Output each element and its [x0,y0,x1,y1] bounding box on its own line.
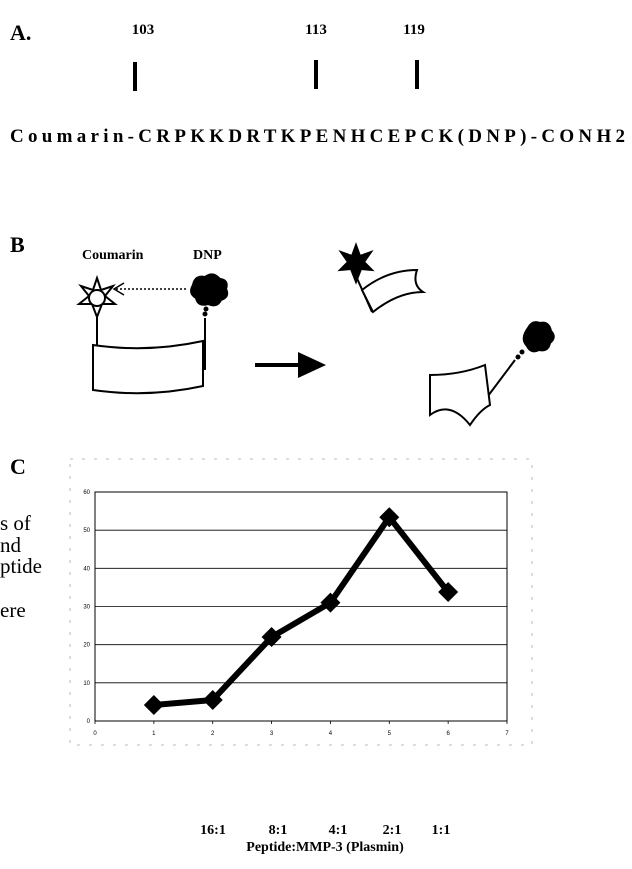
x-tick-label: 3 [270,731,274,737]
position-label: 113 [305,22,327,38]
x-tick-label: 4 [329,731,333,737]
background-text: s of [0,511,31,535]
panel-label: B [10,232,25,257]
background-text: ptide [0,554,42,578]
background-text: ere [0,598,26,622]
panel-label: C [10,454,26,479]
quencher-label: DNP [193,248,222,263]
x-tick-label: 1 [152,731,156,737]
position-label: 119 [403,22,425,38]
y-tick-label: 40 [83,566,90,572]
y-tick-label: 50 [83,528,90,534]
ratio-label: 4:1 [329,823,348,838]
cleaved-fragments [340,245,554,425]
y-tick-label: 20 [83,643,90,649]
donor-label: Coumarin [82,248,144,263]
x-axis-label: Peptide:MMP-3 (Plasmin) [246,840,404,855]
ratio-label: 8:1 [269,823,288,838]
x-tick-label: 2 [211,731,215,737]
panel-label: A. [10,20,31,45]
y-tick-label: 30 [83,605,90,611]
ratio-label: 1:1 [432,823,451,838]
ratio-label: 2:1 [383,823,402,838]
y-tick-label: 10 [83,681,90,687]
position-label: 103 [132,22,155,38]
x-tick-label: 0 [93,731,97,737]
x-tick-label: 7 [505,731,509,737]
x-tick-label: 5 [388,731,392,737]
arrow [255,352,326,378]
y-tick-label: 60 [83,490,90,496]
figure: A. 103 113 119 Coumarin-CRPKKDRTKPENHCEP… [0,0,632,869]
ratio-label: 16:1 [200,823,226,838]
x-tick-label: 6 [446,731,450,737]
peptide-sequence: Coumarin-CRPKKDRTKPENHCEPCK(DNP)-CONH2 [10,126,625,147]
y-tick-label: 0 [87,719,91,725]
chart: 0 10 20 30 40 50 60 0 1 2 3 4 5 6 7 [83,490,509,737]
intact-peptide [79,274,227,393]
